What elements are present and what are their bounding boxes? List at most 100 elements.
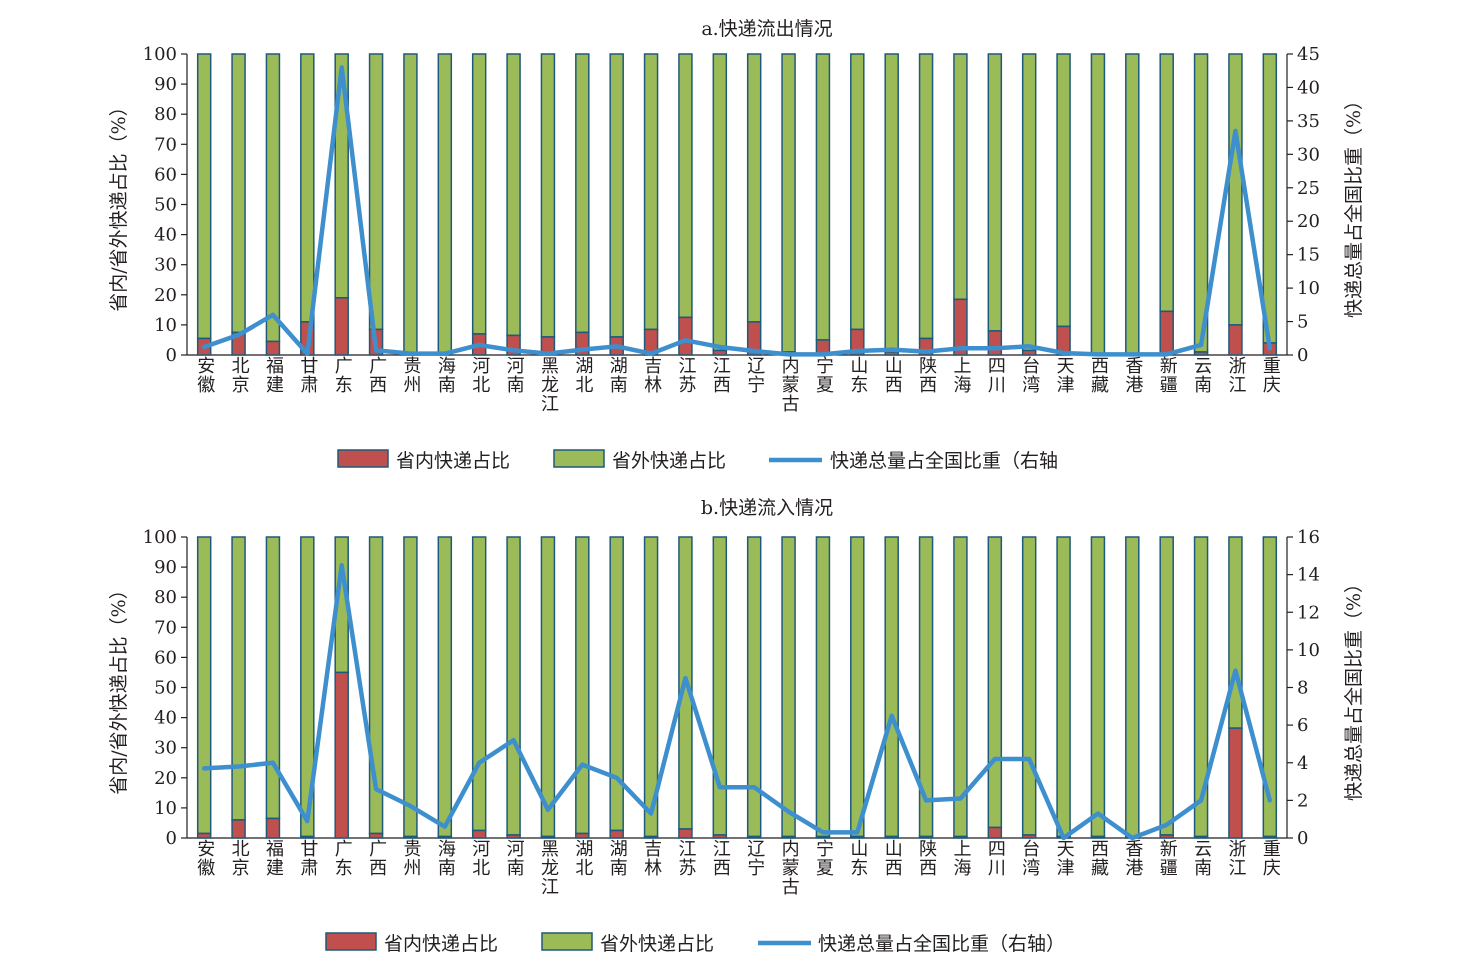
y2-tick-label: 25 (1297, 178, 1320, 199)
y-tick-label: 20 (154, 768, 177, 789)
y-tick-label: 90 (154, 74, 177, 95)
y2-tick-label: 30 (1297, 144, 1320, 165)
bar-inside-26 (1090, 835, 1106, 839)
category-label: 河南 (507, 356, 525, 396)
y2-tick-label: 5 (1297, 312, 1308, 333)
y2-tick-label: 8 (1297, 678, 1308, 699)
category-label: 香港 (1125, 839, 1143, 879)
bar-inside-4 (334, 297, 349, 356)
bar-outside-10 (540, 53, 556, 338)
bar-outside-2 (265, 536, 281, 820)
bar-inside-23 (987, 330, 1003, 356)
bar-outside-8 (471, 53, 487, 335)
bar-outside-3 (300, 53, 315, 323)
y-axis-label: 省内/省外快递占比（%） (108, 97, 130, 311)
bar-inside-7 (437, 835, 453, 839)
category-label: 广东 (335, 839, 353, 879)
bar-outside-20 (884, 53, 899, 353)
bar-outside-16 (746, 53, 762, 323)
legend-label-outside: 省外快递占比 (612, 450, 726, 472)
category-label: 黑龙江 (541, 839, 559, 898)
bar-outside-0 (196, 53, 212, 340)
category-label: 陕西 (919, 839, 937, 879)
category-label: 陕西 (919, 356, 937, 396)
bar-outside-30 (1228, 53, 1243, 326)
y-tick-label: 0 (166, 345, 177, 366)
category-label: 江西 (713, 356, 731, 396)
bar-inside-21 (918, 835, 934, 839)
y-tick-label: 10 (154, 798, 177, 819)
y2-tick-label: 35 (1297, 111, 1320, 132)
bar-outside-31 (1262, 53, 1278, 344)
y2-tick-label: 6 (1297, 715, 1308, 736)
category-label: 海南 (438, 356, 456, 396)
category-label: 海南 (438, 839, 456, 879)
bar-inside-16 (746, 835, 762, 839)
bar-inside-22 (953, 835, 968, 839)
bar-inside-6 (403, 835, 418, 839)
bar-outside-6 (403, 53, 418, 355)
legend-label-line: 快递总量占全国比重（右轴） (818, 933, 1065, 955)
y2-tick-label: 4 (1297, 753, 1308, 774)
bar-outside-21 (918, 53, 934, 340)
category-label: 甘肃 (300, 839, 318, 879)
y-tick-label: 80 (154, 104, 177, 125)
bar-inside-20 (884, 351, 899, 356)
category-label: 重庆 (1263, 839, 1281, 879)
bar-inside-22 (953, 298, 968, 356)
bar-outside-26 (1090, 53, 1106, 355)
bar-inside-15 (712, 349, 728, 356)
bar-outside-10 (540, 536, 556, 838)
bar-inside-17 (781, 835, 796, 839)
bar-inside-4 (334, 671, 349, 839)
bar-inside-14 (678, 828, 693, 839)
y-tick-label: 0 (166, 828, 177, 849)
bar-outside-23 (987, 53, 1003, 332)
category-label: 西藏 (1091, 356, 1109, 396)
legend-swatch-inside (325, 932, 377, 951)
category-label: 辽宁 (747, 839, 765, 879)
category-label: 广西 (369, 839, 387, 879)
legend-swatch-inside (337, 449, 389, 468)
y-tick-label: 90 (154, 557, 177, 578)
category-label: 福建 (266, 839, 284, 879)
y2-tick-label: 12 (1297, 602, 1320, 623)
category-label: 广西 (369, 356, 387, 396)
y-tick-label: 20 (154, 285, 177, 306)
bar-outside-27 (1125, 53, 1140, 355)
category-label: 辽宁 (747, 356, 765, 396)
bar-inside-1 (231, 819, 246, 839)
y2-axis-label: 快递总量占全国比重（%） (1343, 574, 1365, 801)
chart-title: a.快递流出情况 (701, 18, 832, 40)
bar-inside-30 (1228, 727, 1243, 839)
bar-inside-12 (609, 829, 624, 839)
y-tick-label: 100 (143, 44, 177, 65)
bar-outside-30 (1228, 536, 1243, 729)
bar-outside-12 (609, 536, 624, 832)
y2-tick-label: 15 (1297, 245, 1320, 266)
category-label: 湖南 (610, 356, 628, 396)
y-tick-label: 70 (154, 617, 177, 638)
bar-outside-17 (781, 53, 796, 353)
legend-swatch-outside (541, 932, 593, 951)
bar-inside-20 (884, 835, 899, 839)
bar-outside-11 (575, 53, 590, 334)
bar-outside-14 (678, 53, 693, 319)
chart-title: b.快递流入情况 (701, 497, 833, 519)
bar-inside-24 (1021, 349, 1037, 356)
bar-outside-25 (1056, 536, 1071, 838)
bar-outside-24 (1021, 53, 1037, 352)
bar-outside-12 (609, 53, 624, 338)
category-label: 天津 (1057, 839, 1075, 879)
y-tick-label: 100 (143, 527, 177, 548)
line-series-total-share (201, 562, 1273, 841)
bar-outside-9 (506, 53, 521, 337)
y2-tick-label: 14 (1297, 565, 1320, 586)
bar-inside-5 (368, 832, 384, 839)
category-label: 河北 (472, 839, 490, 879)
legend-label-line: 快递总量占全国比重（右轴 (830, 450, 1058, 472)
legend-swatch-outside (553, 449, 605, 468)
bar-outside-1 (231, 53, 246, 334)
category-label: 宁夏 (816, 839, 834, 879)
category-label: 山西 (885, 839, 903, 879)
